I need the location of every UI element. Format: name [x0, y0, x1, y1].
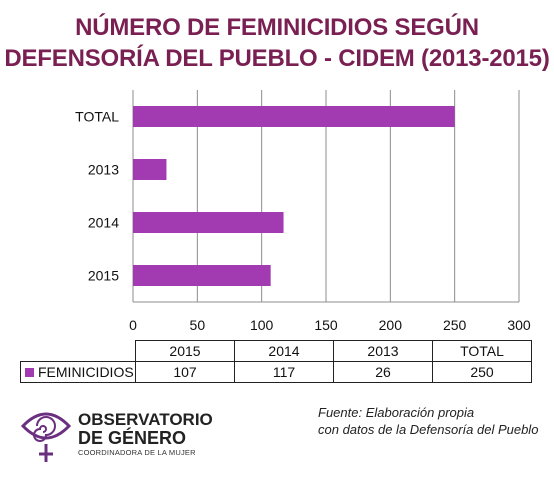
bar	[133, 212, 284, 233]
x-tick-label: 200	[379, 317, 403, 333]
logo-text-line-1: OBSERVATORIO	[78, 410, 213, 429]
logo-text-line-2: DE GÉNERO	[78, 428, 187, 448]
source-note: Fuente: Elaboración propia con datos de …	[318, 404, 538, 438]
x-tick-label: 250	[443, 317, 467, 333]
x-tick-label: 150	[314, 317, 338, 333]
table-header-cell: 2013	[333, 340, 433, 362]
table-series-label: FEMINICIDIOS	[20, 361, 136, 383]
table-header-cell: 2014	[234, 340, 334, 362]
table-value-cell: 250	[432, 361, 532, 383]
y-category-label: 2015	[88, 268, 119, 284]
table-header-cell: TOTAL	[432, 340, 532, 362]
observatorio-logo: OBSERVATORIO DE GÉNERO COORDINADORA DE L…	[20, 404, 270, 466]
bar-chart: 0 50 100 150 200 250 300 TOTAL 2013 2014 2015	[75, 90, 531, 333]
x-tick-label: 300	[507, 317, 531, 333]
chart-title: NÚMERO DE FEMINICIDIOS SEGÚN DEFENSORÍA …	[0, 12, 554, 74]
chart-title-line-2: DEFENSORÍA DEL PUEBLO - CIDEM (2013-2015…	[4, 45, 550, 72]
legend-swatch	[25, 367, 34, 377]
table-header-cell: 2015	[135, 340, 235, 362]
chart-title-line-1: NÚMERO DE FEMINICIDIOS SEGÚN	[75, 14, 479, 41]
x-tick-label: 100	[250, 317, 274, 333]
data-table: 2015 2014 2013 TOTAL FEMINICIDIOS 107 11…	[20, 340, 532, 383]
series-name: FEMINICIDIOS	[38, 364, 134, 380]
table-value-cell: 117	[234, 361, 334, 383]
table-value-cell: 26	[333, 361, 433, 383]
bar	[133, 106, 455, 127]
x-tick-label: 0	[129, 317, 137, 333]
source-line-1: Fuente: Elaboración propia	[318, 405, 475, 420]
bar	[133, 265, 271, 286]
logo-subtitle: COORDINADORA DE LA MUJER	[78, 448, 196, 457]
x-tick-label: 50	[190, 317, 206, 333]
source-line-2: con datos de la Defensoría del Pueblo	[318, 422, 539, 437]
table-row: FEMINICIDIOS 107 117 26 250	[20, 361, 532, 383]
bar	[133, 159, 167, 180]
eye-venus-icon	[20, 412, 72, 462]
table-value-cell: 107	[135, 361, 235, 383]
table-header-row: 2015 2014 2013 TOTAL	[20, 340, 532, 362]
y-category-label: 2013	[88, 162, 119, 178]
y-category-label: 2014	[88, 215, 119, 231]
y-category-label: TOTAL	[75, 109, 119, 125]
